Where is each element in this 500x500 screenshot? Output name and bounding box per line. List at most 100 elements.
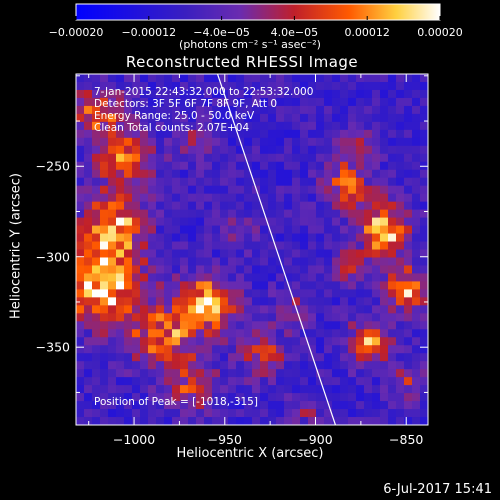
heatmap-cell bbox=[100, 321, 109, 330]
heatmap-cell bbox=[340, 393, 349, 402]
heatmap-cell bbox=[396, 113, 405, 123]
heatmap-cell bbox=[148, 337, 157, 346]
heatmap-cell bbox=[196, 145, 205, 155]
heatmap-cell bbox=[124, 329, 133, 338]
heatmap-cell bbox=[228, 329, 237, 338]
heatmap-cell bbox=[116, 313, 125, 322]
heatmap-cell bbox=[348, 209, 357, 219]
heatmap-cell bbox=[388, 169, 397, 179]
heatmap-cell bbox=[412, 265, 421, 275]
heatmap-cell bbox=[100, 361, 109, 370]
heatmap-cell bbox=[372, 409, 381, 418]
heatmap-cell bbox=[116, 193, 125, 203]
heatmap-cell bbox=[316, 209, 325, 219]
heatmap-cell bbox=[212, 329, 221, 338]
heatmap-cell bbox=[132, 185, 141, 195]
heatmap-cell bbox=[356, 81, 365, 91]
heatmap-cell bbox=[84, 393, 93, 402]
heatmap-cell bbox=[204, 305, 213, 314]
heatmap-cell bbox=[348, 137, 357, 147]
heatmap-cell bbox=[132, 161, 141, 171]
heatmap-cell bbox=[244, 305, 253, 314]
heatmap-cell bbox=[148, 345, 157, 354]
heatmap-cell bbox=[380, 393, 389, 402]
heatmap-cell bbox=[100, 337, 109, 346]
heatmap-cell bbox=[84, 241, 93, 251]
heatmap-cell bbox=[164, 233, 173, 243]
heatmap-cell bbox=[380, 74, 389, 83]
heatmap-cell bbox=[332, 153, 341, 163]
heatmap-cell bbox=[324, 177, 333, 187]
heatmap-cell bbox=[332, 257, 341, 267]
heatmap-cell bbox=[172, 241, 181, 251]
heatmap-cell bbox=[388, 217, 397, 227]
heatmap-cell bbox=[268, 353, 277, 362]
heatmap-cell bbox=[100, 345, 109, 354]
heatmap-cell bbox=[396, 121, 405, 131]
heatmap-cell bbox=[124, 377, 133, 386]
heatmap-cell bbox=[148, 105, 157, 115]
heatmap-cell bbox=[388, 257, 397, 267]
heatmap-cell bbox=[244, 113, 253, 123]
heatmap-cell bbox=[268, 361, 277, 370]
heatmap-cell bbox=[396, 185, 405, 195]
heatmap-cell bbox=[420, 193, 428, 203]
heatmap-cell bbox=[252, 265, 261, 275]
heatmap-cell bbox=[348, 233, 357, 243]
heatmap-cell bbox=[140, 74, 149, 83]
heatmap-cell bbox=[108, 401, 117, 410]
heatmap-cell bbox=[124, 74, 133, 83]
heatmap-cell bbox=[364, 409, 373, 418]
heatmap-cell bbox=[148, 161, 157, 171]
heatmap-cell bbox=[300, 233, 309, 243]
heatmap-cell bbox=[332, 289, 341, 298]
heatmap-cell bbox=[236, 417, 245, 425]
heatmap-cell bbox=[420, 169, 428, 179]
heatmap-cell bbox=[196, 361, 205, 370]
heatmap-cell bbox=[92, 249, 101, 259]
heatmap-cell bbox=[260, 281, 269, 290]
heatmap-cell bbox=[100, 297, 109, 306]
heatmap-cell bbox=[180, 89, 189, 99]
heatmap-cell bbox=[324, 105, 333, 115]
heatmap-cell bbox=[372, 273, 381, 283]
heatmap-cell bbox=[244, 241, 253, 251]
heatmap-cell bbox=[244, 337, 253, 346]
heatmap-cell bbox=[156, 121, 165, 131]
heatmap-cell bbox=[220, 153, 229, 163]
heatmap-cell bbox=[132, 201, 141, 211]
heatmap-cell bbox=[108, 289, 117, 298]
heatmap-cell bbox=[380, 369, 389, 378]
heatmap-cell bbox=[252, 313, 261, 322]
heatmap-cell bbox=[308, 289, 317, 298]
heatmap-cell bbox=[172, 289, 181, 298]
heatmap-cell bbox=[388, 129, 397, 139]
heatmap-cell bbox=[172, 345, 181, 354]
heatmap-cell bbox=[220, 409, 229, 418]
heatmap-cell bbox=[140, 241, 149, 251]
heatmap-cell bbox=[228, 97, 237, 107]
heatmap-cell bbox=[356, 217, 365, 227]
heatmap-cell bbox=[204, 369, 213, 378]
heatmap-cell bbox=[156, 377, 165, 386]
heatmap-cell bbox=[340, 161, 349, 171]
heatmap-cell bbox=[284, 185, 293, 195]
heatmap-cell bbox=[380, 289, 389, 298]
heatmap-cell bbox=[236, 385, 245, 394]
heatmap-cell bbox=[172, 353, 181, 362]
heatmap-cell bbox=[148, 81, 157, 91]
heatmap-cell bbox=[276, 409, 285, 418]
heatmap-cell bbox=[236, 369, 245, 378]
heatmap-cell bbox=[132, 313, 141, 322]
heatmap-cell bbox=[348, 393, 357, 402]
heatmap-cell bbox=[204, 121, 213, 131]
heatmap-cell bbox=[124, 97, 133, 107]
heatmap-cell bbox=[108, 329, 117, 338]
heatmap-cell bbox=[148, 361, 157, 370]
heatmap-cell bbox=[156, 289, 165, 298]
heatmap-cell bbox=[268, 297, 277, 306]
heatmap-cell bbox=[276, 345, 285, 354]
heatmap-cell bbox=[116, 153, 125, 163]
heatmap-cell bbox=[228, 161, 237, 171]
